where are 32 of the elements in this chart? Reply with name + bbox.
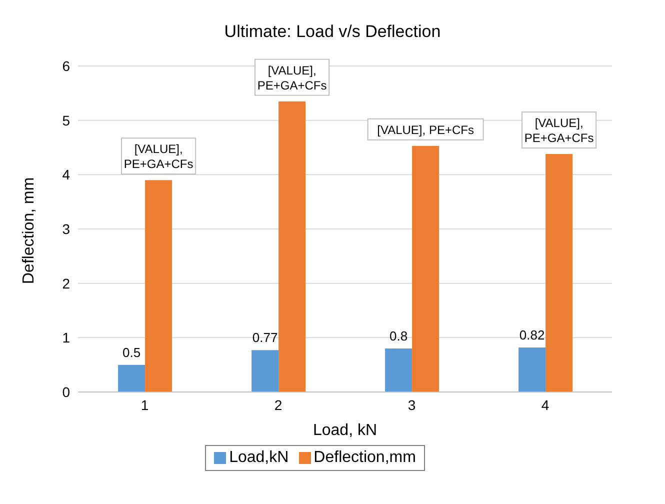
y-tick-label: 0 <box>62 384 70 400</box>
y-tick-label: 4 <box>62 166 70 183</box>
data-label: [VALUE], PE+GA+CFs <box>124 142 194 172</box>
y-axis-title: Deflection, mm <box>20 177 38 284</box>
data-label: [VALUE], PE+CFs <box>377 122 474 137</box>
x-tick-label: 1 <box>140 396 149 413</box>
bar <box>118 364 146 392</box>
data-label: [VALUE], PE+GA+CFs <box>257 63 327 92</box>
y-tick-label: 5 <box>62 112 70 128</box>
x-tick-label: 3 <box>408 396 416 413</box>
bar <box>546 154 573 392</box>
legend-label: Deflection,mm <box>314 449 416 467</box>
bar <box>145 180 172 392</box>
data-label: [VALUE], PE+GA+CFs <box>524 116 594 146</box>
legend-label: Load,kN <box>229 449 289 467</box>
bar <box>385 348 412 392</box>
x-axis-title: Load, kN <box>312 422 378 439</box>
data-label: 0.77 <box>252 330 278 346</box>
y-tick-label: 6 <box>62 58 70 74</box>
data-label: 0.5 <box>122 344 141 360</box>
y-tick-label: 2 <box>62 275 70 292</box>
x-tick-label: 4 <box>541 396 550 413</box>
bar <box>518 347 546 392</box>
bar <box>252 350 279 392</box>
x-tick-label: 2 <box>274 396 282 413</box>
y-tick-label: 3 <box>62 220 70 237</box>
data-label: 0.8 <box>390 328 408 344</box>
bar <box>412 146 440 392</box>
data-label: 0.82 <box>519 327 545 342</box>
y-tick-label: 1 <box>62 330 70 346</box>
chart-title: Ultimate: Load v/s Deflection <box>223 22 442 42</box>
bar <box>278 101 306 392</box>
